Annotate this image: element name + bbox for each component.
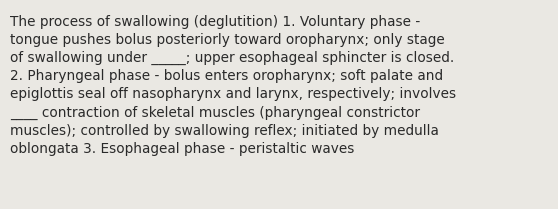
Text: The process of swallowing (deglutition) 1. Voluntary phase -
tongue pushes bolus: The process of swallowing (deglutition) … xyxy=(10,15,456,156)
